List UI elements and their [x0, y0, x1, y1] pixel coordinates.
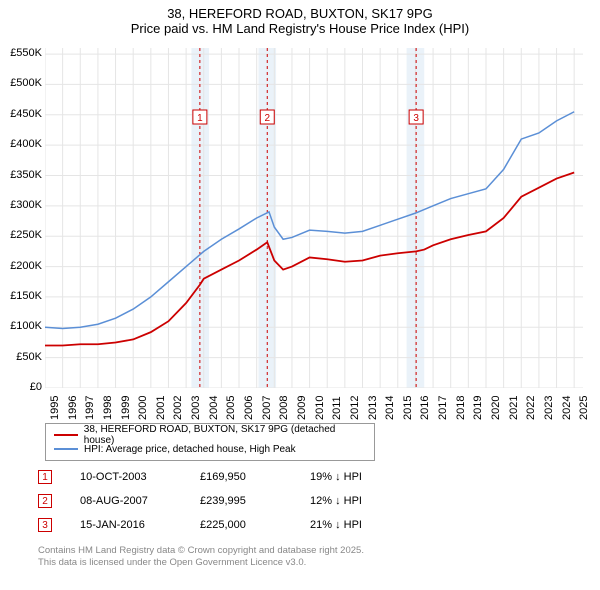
event-row: 3 15-JAN-2016£225,00021% ↓ HPI: [38, 513, 410, 537]
y-tick-label: £250K: [2, 229, 42, 241]
legend: 38, HEREFORD ROAD, BUXTON, SK17 9PG (det…: [45, 423, 375, 461]
event-price: £239,995: [200, 495, 310, 507]
x-tick-label: 2024: [561, 396, 573, 420]
x-tick-label: 2011: [331, 396, 343, 420]
x-tick-label: 1999: [120, 396, 132, 420]
x-tick-label: 2020: [490, 396, 502, 420]
x-tick-label: 2001: [155, 396, 167, 420]
x-tick-label: 2009: [296, 396, 308, 420]
x-tick-label: 2015: [402, 396, 414, 420]
x-tick-label: 2000: [137, 396, 149, 420]
y-tick-label: £200K: [2, 260, 42, 272]
event-date: 15-JAN-2016: [80, 519, 200, 531]
x-tick-label: 1997: [84, 396, 96, 420]
y-tick-label: £450K: [2, 108, 42, 120]
event-price: £225,000: [200, 519, 310, 531]
x-tick-label: 2005: [225, 396, 237, 420]
x-tick-label: 2003: [190, 396, 202, 420]
legend-swatch-hpi: [54, 448, 78, 450]
chart-container: 38, HEREFORD ROAD, BUXTON, SK17 9PG Pric…: [0, 0, 600, 590]
y-tick-label: £500K: [2, 77, 42, 89]
attribution-line2: This data is licensed under the Open Gov…: [38, 557, 364, 569]
x-tick-label: 2012: [349, 396, 361, 420]
event-marker: 2: [38, 494, 52, 508]
x-tick-label: 2023: [543, 396, 555, 420]
x-tick-label: 2018: [455, 396, 467, 420]
x-tick-label: 2002: [172, 396, 184, 420]
event-marker: 1: [38, 470, 52, 484]
event-date: 08-AUG-2007: [80, 495, 200, 507]
y-tick-label: £150K: [2, 290, 42, 302]
x-tick-label: 2013: [367, 396, 379, 420]
x-tick-label: 2025: [578, 396, 590, 420]
chart-area: 1 2 3: [45, 48, 583, 388]
event-marker: 3: [38, 518, 52, 532]
x-tick-label: 2022: [525, 396, 537, 420]
x-tick-label: 2019: [472, 396, 484, 420]
y-tick-label: £0: [2, 381, 42, 393]
event-diff: 21% ↓ HPI: [310, 519, 410, 531]
attribution-line1: Contains HM Land Registry data © Crown c…: [38, 545, 364, 557]
legend-item-price: 38, HEREFORD ROAD, BUXTON, SK17 9PG (det…: [54, 428, 366, 442]
x-tick-label: 2021: [508, 396, 520, 420]
event-date: 10-OCT-2003: [80, 471, 200, 483]
legend-swatch-price: [54, 434, 78, 436]
x-tick-label: 2007: [261, 396, 273, 420]
svg-text:2: 2: [264, 113, 270, 124]
x-tick-label: 2006: [243, 396, 255, 420]
events-table: 1 10-OCT-2003£169,95019% ↓ HPI 2 08-AUG-200…: [38, 465, 410, 537]
x-tick-label: 2008: [278, 396, 290, 420]
legend-label-hpi: HPI: Average price, detached house, High…: [84, 444, 296, 455]
line-chart: 1 2 3: [45, 48, 583, 388]
x-tick-label: 2014: [384, 396, 396, 420]
y-tick-label: £350K: [2, 169, 42, 181]
svg-text:3: 3: [413, 113, 419, 124]
y-tick-label: £300K: [2, 199, 42, 211]
x-tick-label: 1996: [67, 396, 79, 420]
y-tick-label: £400K: [2, 138, 42, 150]
title-line2: Price paid vs. HM Land Registry's House …: [0, 21, 600, 36]
event-row: 2 08-AUG-2007£239,99512% ↓ HPI: [38, 489, 410, 513]
y-tick-label: £50K: [2, 351, 42, 363]
x-tick-label: 1998: [102, 396, 114, 420]
x-tick-label: 2010: [314, 396, 326, 420]
y-tick-label: £100K: [2, 320, 42, 332]
title-line1: 38, HEREFORD ROAD, BUXTON, SK17 9PG: [0, 6, 600, 21]
event-row: 1 10-OCT-2003£169,95019% ↓ HPI: [38, 465, 410, 489]
event-diff: 19% ↓ HPI: [310, 471, 410, 483]
x-tick-label: 1995: [49, 396, 61, 420]
event-price: £169,950: [200, 471, 310, 483]
x-tick-label: 2016: [419, 396, 431, 420]
event-diff: 12% ↓ HPI: [310, 495, 410, 507]
x-tick-label: 2004: [208, 396, 220, 420]
svg-text:1: 1: [197, 113, 203, 124]
title-block: 38, HEREFORD ROAD, BUXTON, SK17 9PG Pric…: [0, 0, 600, 38]
y-tick-label: £550K: [2, 47, 42, 59]
x-tick-label: 2017: [437, 396, 449, 420]
attribution: Contains HM Land Registry data © Crown c…: [38, 545, 364, 570]
